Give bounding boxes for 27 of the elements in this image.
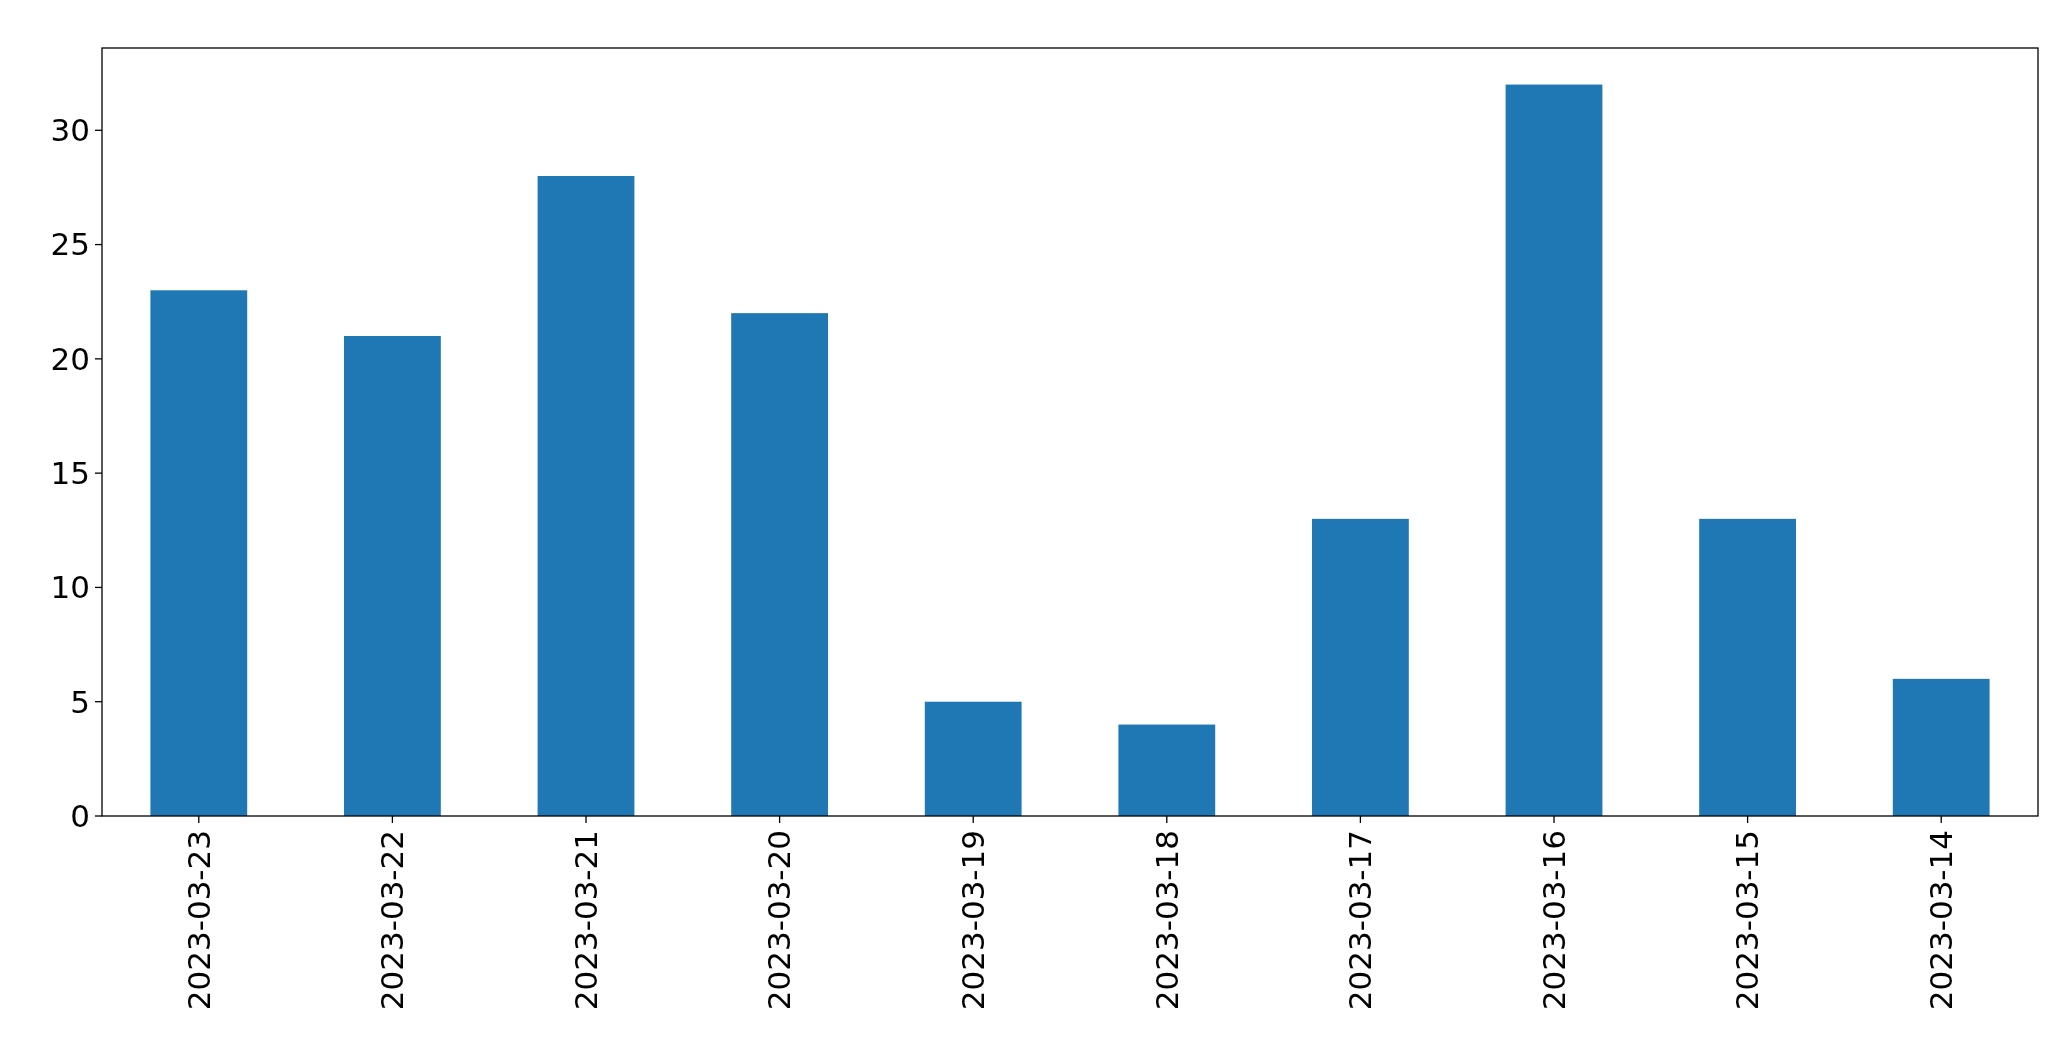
x-tick-label: 2023-03-14 bbox=[1923, 830, 1960, 1011]
y-tick-label: 30 bbox=[50, 112, 90, 149]
x-tick-label: 2023-03-19 bbox=[955, 830, 992, 1011]
bar bbox=[731, 313, 828, 816]
x-tick-label: 2023-03-16 bbox=[1535, 830, 1572, 1011]
bar bbox=[924, 701, 1022, 816]
y-tick-label: 15 bbox=[50, 454, 90, 491]
bar bbox=[1892, 678, 1990, 816]
bar bbox=[1312, 518, 1409, 816]
y-tick-label: 25 bbox=[50, 226, 90, 263]
x-tick-label: 2023-03-20 bbox=[761, 830, 798, 1011]
bar bbox=[1505, 84, 1603, 816]
bar bbox=[1699, 518, 1796, 816]
y-tick-label: 20 bbox=[50, 340, 90, 377]
bar bbox=[344, 336, 441, 816]
x-tick-label: 2023-03-15 bbox=[1729, 830, 1766, 1011]
x-tick-label: 2023-03-22 bbox=[374, 830, 411, 1011]
y-tick-label: 0 bbox=[70, 797, 90, 834]
x-tick-label: 2023-03-21 bbox=[567, 830, 604, 1011]
x-tick-label: 2023-03-17 bbox=[1342, 830, 1379, 1011]
bar bbox=[150, 290, 248, 816]
y-tick-label: 10 bbox=[50, 569, 90, 606]
x-tick-label: 2023-03-18 bbox=[1148, 830, 1185, 1011]
y-tick-label: 5 bbox=[70, 683, 90, 720]
bar bbox=[537, 176, 635, 816]
x-tick-label: 2023-03-23 bbox=[180, 830, 217, 1011]
bar bbox=[1118, 724, 1216, 816]
